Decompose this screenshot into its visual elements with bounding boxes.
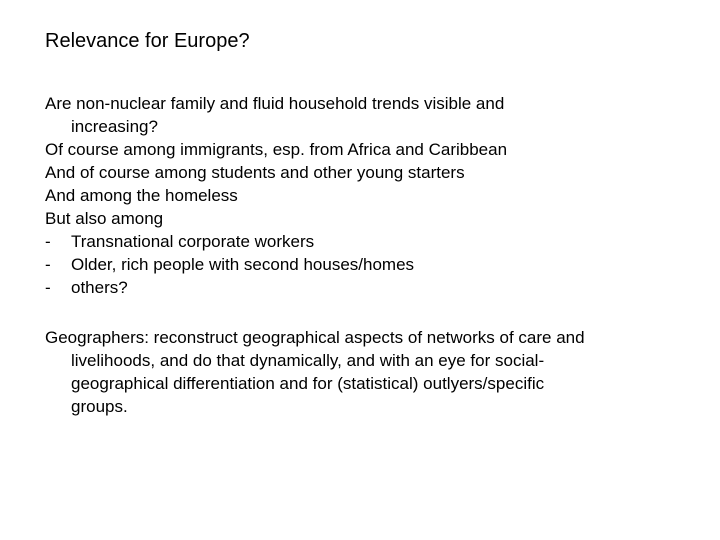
bullet-others: others? <box>71 277 128 300</box>
line-immigrants: Of course among immigrants, esp. from Af… <box>45 139 680 162</box>
question-line-2: increasing? <box>45 116 680 139</box>
list-item: - others? <box>45 277 680 300</box>
dash-icon: - <box>45 231 71 254</box>
slide-title: Relevance for Europe? <box>45 30 680 53</box>
geo-line-3: geographical differentiation and for (st… <box>45 373 680 396</box>
line-students: And of course among students and other y… <box>45 162 680 185</box>
question-line-1: Are non-nuclear family and fluid househo… <box>45 93 680 116</box>
geographers-block: Geographers: reconstruct geographical as… <box>45 327 680 419</box>
list-item: - Transnational corporate workers <box>45 231 680 254</box>
geo-line-2: livelihoods, and do that dynamically, an… <box>45 350 680 373</box>
main-body: Are non-nuclear family and fluid househo… <box>45 93 680 299</box>
list-item: - Older, rich people with second houses/… <box>45 254 680 277</box>
slide-container: Relevance for Europe? Are non-nuclear fa… <box>0 0 720 540</box>
line-but-also: But also among <box>45 208 680 231</box>
line-homeless: And among the homeless <box>45 185 680 208</box>
bullet-older-rich: Older, rich people with second houses/ho… <box>71 254 414 277</box>
dash-icon: - <box>45 277 71 300</box>
dash-icon: - <box>45 254 71 277</box>
geo-line-1: Geographers: reconstruct geographical as… <box>45 327 680 350</box>
bullet-transnational: Transnational corporate workers <box>71 231 314 254</box>
geo-line-4: groups. <box>45 396 680 419</box>
